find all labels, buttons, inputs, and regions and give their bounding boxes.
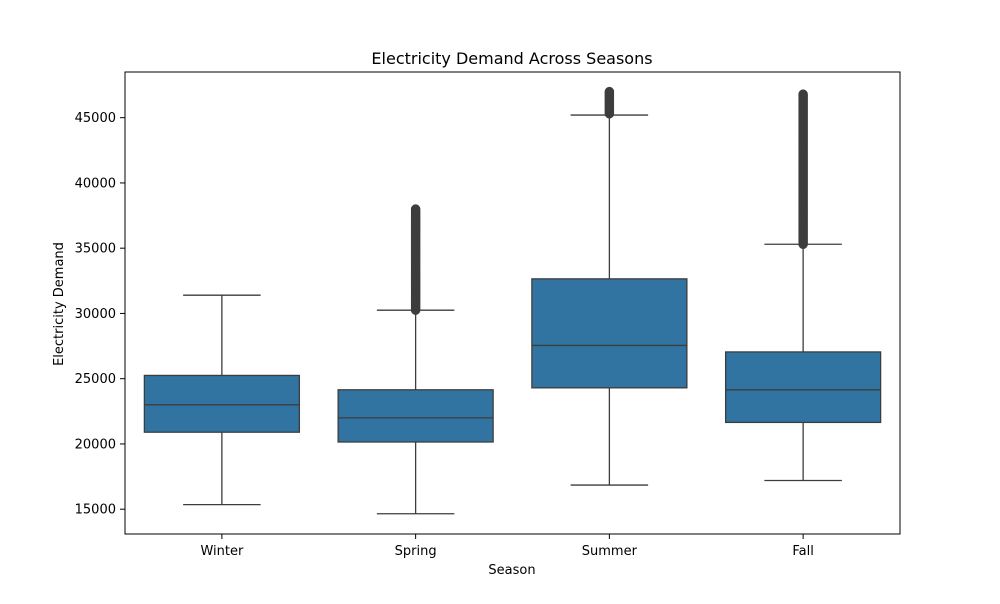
y-tick-label: 35000 xyxy=(75,242,116,257)
y-tick-label: 40000 xyxy=(75,176,116,191)
y-tick-label: 45000 xyxy=(75,111,116,126)
outlier-point-spring xyxy=(410,204,421,214)
x-tick-label: Fall xyxy=(792,544,813,559)
x-tick-label: Summer xyxy=(582,544,638,559)
y-tick-label: 20000 xyxy=(75,437,116,452)
plot-area: 15000 20000 25000 30000 35000 40000 45000 Winte… xyxy=(75,71,901,559)
y-tick-label: 25000 xyxy=(75,372,116,387)
x-tick-label: Spring xyxy=(395,544,437,559)
box-fall xyxy=(724,351,882,424)
box-winter xyxy=(143,374,301,433)
y-tick-label: 30000 xyxy=(75,307,116,322)
x-axis-label: Season xyxy=(488,563,535,578)
outlier-point-summer xyxy=(604,86,615,97)
box-spring xyxy=(337,389,494,443)
y-axis-label: Electricity Demand xyxy=(52,242,67,366)
plot-frame xyxy=(124,71,901,535)
y-tick-label: 15000 xyxy=(75,503,116,518)
outlier-point-fall xyxy=(798,89,808,99)
x-tick-label: Winter xyxy=(200,544,244,559)
box-summer xyxy=(531,278,688,389)
chart-title: Electricity Demand Across Seasons xyxy=(371,49,652,68)
